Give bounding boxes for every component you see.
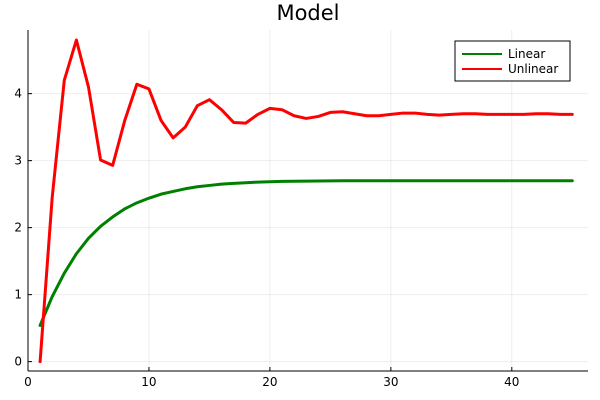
grid [27, 30, 588, 371]
legend-label-linear: Linear [508, 47, 545, 61]
x-tick-label: 40 [504, 375, 519, 389]
y-tick-label: 0 [14, 355, 22, 369]
y-tick-label: 2 [14, 221, 22, 235]
legend-box [454, 40, 571, 82]
chart-title: Model [276, 1, 339, 25]
y-tick-label: 3 [14, 154, 22, 168]
legend-label-unlinear: Unlinear [508, 62, 558, 76]
y-tick-label: 4 [14, 87, 22, 101]
x-tick-label: 20 [262, 375, 277, 389]
legend: Linear Unlinear [454, 40, 571, 82]
series-line-unlinear [38, 38, 574, 364]
x-tick-label: 30 [383, 375, 398, 389]
series-group [38, 38, 574, 364]
y-tick-label: 1 [14, 288, 22, 302]
x-tick-label: 10 [141, 375, 156, 389]
series-line-linear [38, 179, 574, 327]
axes: 0 10 20 30 40 0 1 2 3 4 [14, 30, 588, 389]
x-tick-label: 0 [24, 375, 32, 389]
